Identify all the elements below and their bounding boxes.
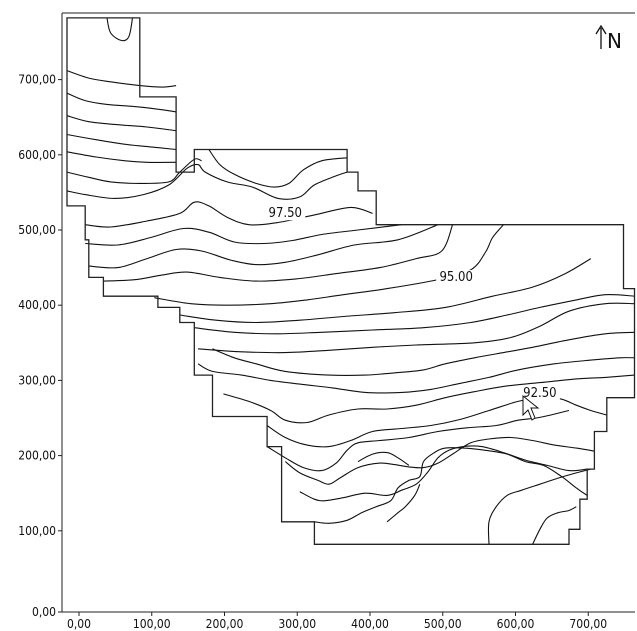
contour-line	[212, 331, 635, 377]
contour-line	[266, 396, 607, 448]
north-arrow-icon	[595, 24, 607, 49]
y-tick-label: 400,00	[18, 298, 56, 312]
x-tick-label: 400,00	[351, 617, 389, 631]
x-tick-label: 700,00	[569, 617, 607, 631]
contour-lines	[66, 17, 635, 545]
contour-line	[299, 445, 588, 502]
contour-line	[103, 224, 454, 282]
contour-line	[357, 451, 410, 466]
y-tick-label: 0,00	[32, 605, 56, 619]
contour-label: 95.00	[439, 270, 472, 285]
y-tick-label: 500,00	[18, 223, 56, 237]
x-tick-label: 300,00	[278, 617, 316, 631]
contour-line	[197, 302, 635, 354]
contour-labels: 97.50 95.00 92.50	[265, 206, 560, 401]
y-tick-label: 100,00	[18, 524, 56, 538]
contour-line	[85, 224, 402, 246]
contour-line	[66, 70, 177, 88]
y-tick-label: 200,00	[18, 449, 56, 463]
axis-ticks: 0,00 100,00 200,00 300,00 400,00 500,00 600,00…	[18, 73, 607, 631]
site-boundary	[66, 17, 636, 545]
contour-line	[386, 483, 421, 523]
contour-line	[66, 115, 177, 132]
x-tick-label: 100,00	[133, 617, 171, 631]
contour-label: 97.50	[269, 206, 302, 221]
x-tick-label: 0,00	[67, 617, 91, 631]
contour-line	[208, 149, 348, 188]
north-label: N	[607, 29, 622, 53]
north-arrow: N	[595, 24, 622, 53]
contour-line	[266, 409, 570, 472]
contour-line	[106, 17, 134, 42]
contour-line	[179, 258, 592, 324]
contour-line	[223, 374, 635, 424]
contour-line	[66, 92, 177, 113]
contour-label-bg	[436, 270, 477, 285]
contour-line	[194, 294, 635, 335]
contour-line	[314, 447, 588, 524]
contour-line	[66, 163, 348, 200]
contour-line	[85, 201, 373, 228]
contour-line	[532, 506, 577, 545]
contour-line	[66, 133, 177, 151]
y-tick-label: 600,00	[18, 148, 56, 162]
contour-line	[88, 224, 439, 269]
contour-line	[66, 158, 202, 184]
contour-line	[197, 357, 635, 394]
y-tick-label: 300,00	[18, 373, 56, 387]
contour-label-bg	[265, 206, 306, 221]
x-tick-label: 200,00	[206, 617, 244, 631]
contour-line	[284, 436, 595, 485]
x-tick-label: 500,00	[424, 617, 462, 631]
mouse-cursor-icon	[522, 394, 540, 421]
x-tick-label: 600,00	[497, 617, 535, 631]
contour-label: 92.50	[523, 386, 556, 401]
y-tick-label: 700,00	[18, 73, 56, 87]
contour-line	[66, 151, 177, 163]
contour-line	[154, 224, 504, 306]
contour-line	[487, 468, 591, 545]
contour-label-bg	[519, 385, 560, 400]
